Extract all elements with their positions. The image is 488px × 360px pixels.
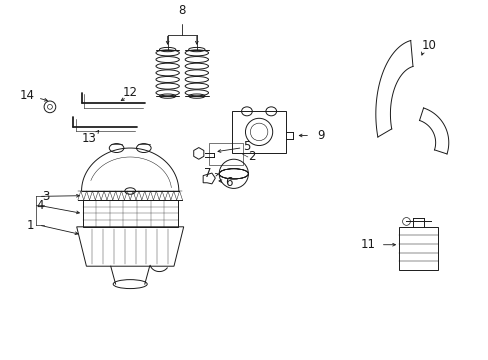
Text: 7: 7 [203, 167, 211, 180]
Text: 6: 6 [224, 176, 232, 189]
Text: 13: 13 [81, 131, 96, 144]
Text: 3: 3 [42, 190, 50, 203]
Text: 12: 12 [122, 86, 138, 99]
Text: 4: 4 [37, 199, 44, 212]
Bar [209, 143, 242, 165]
Text: 5: 5 [243, 140, 250, 153]
Text: 2: 2 [248, 150, 255, 163]
Text: 10: 10 [421, 40, 436, 53]
Bar [398, 227, 437, 270]
Text: 11: 11 [360, 238, 375, 251]
Bar [82, 200, 177, 227]
Text: 9: 9 [317, 129, 325, 142]
Text: 1: 1 [27, 219, 34, 231]
Text: 14: 14 [20, 89, 34, 102]
Text: 8: 8 [178, 4, 185, 17]
